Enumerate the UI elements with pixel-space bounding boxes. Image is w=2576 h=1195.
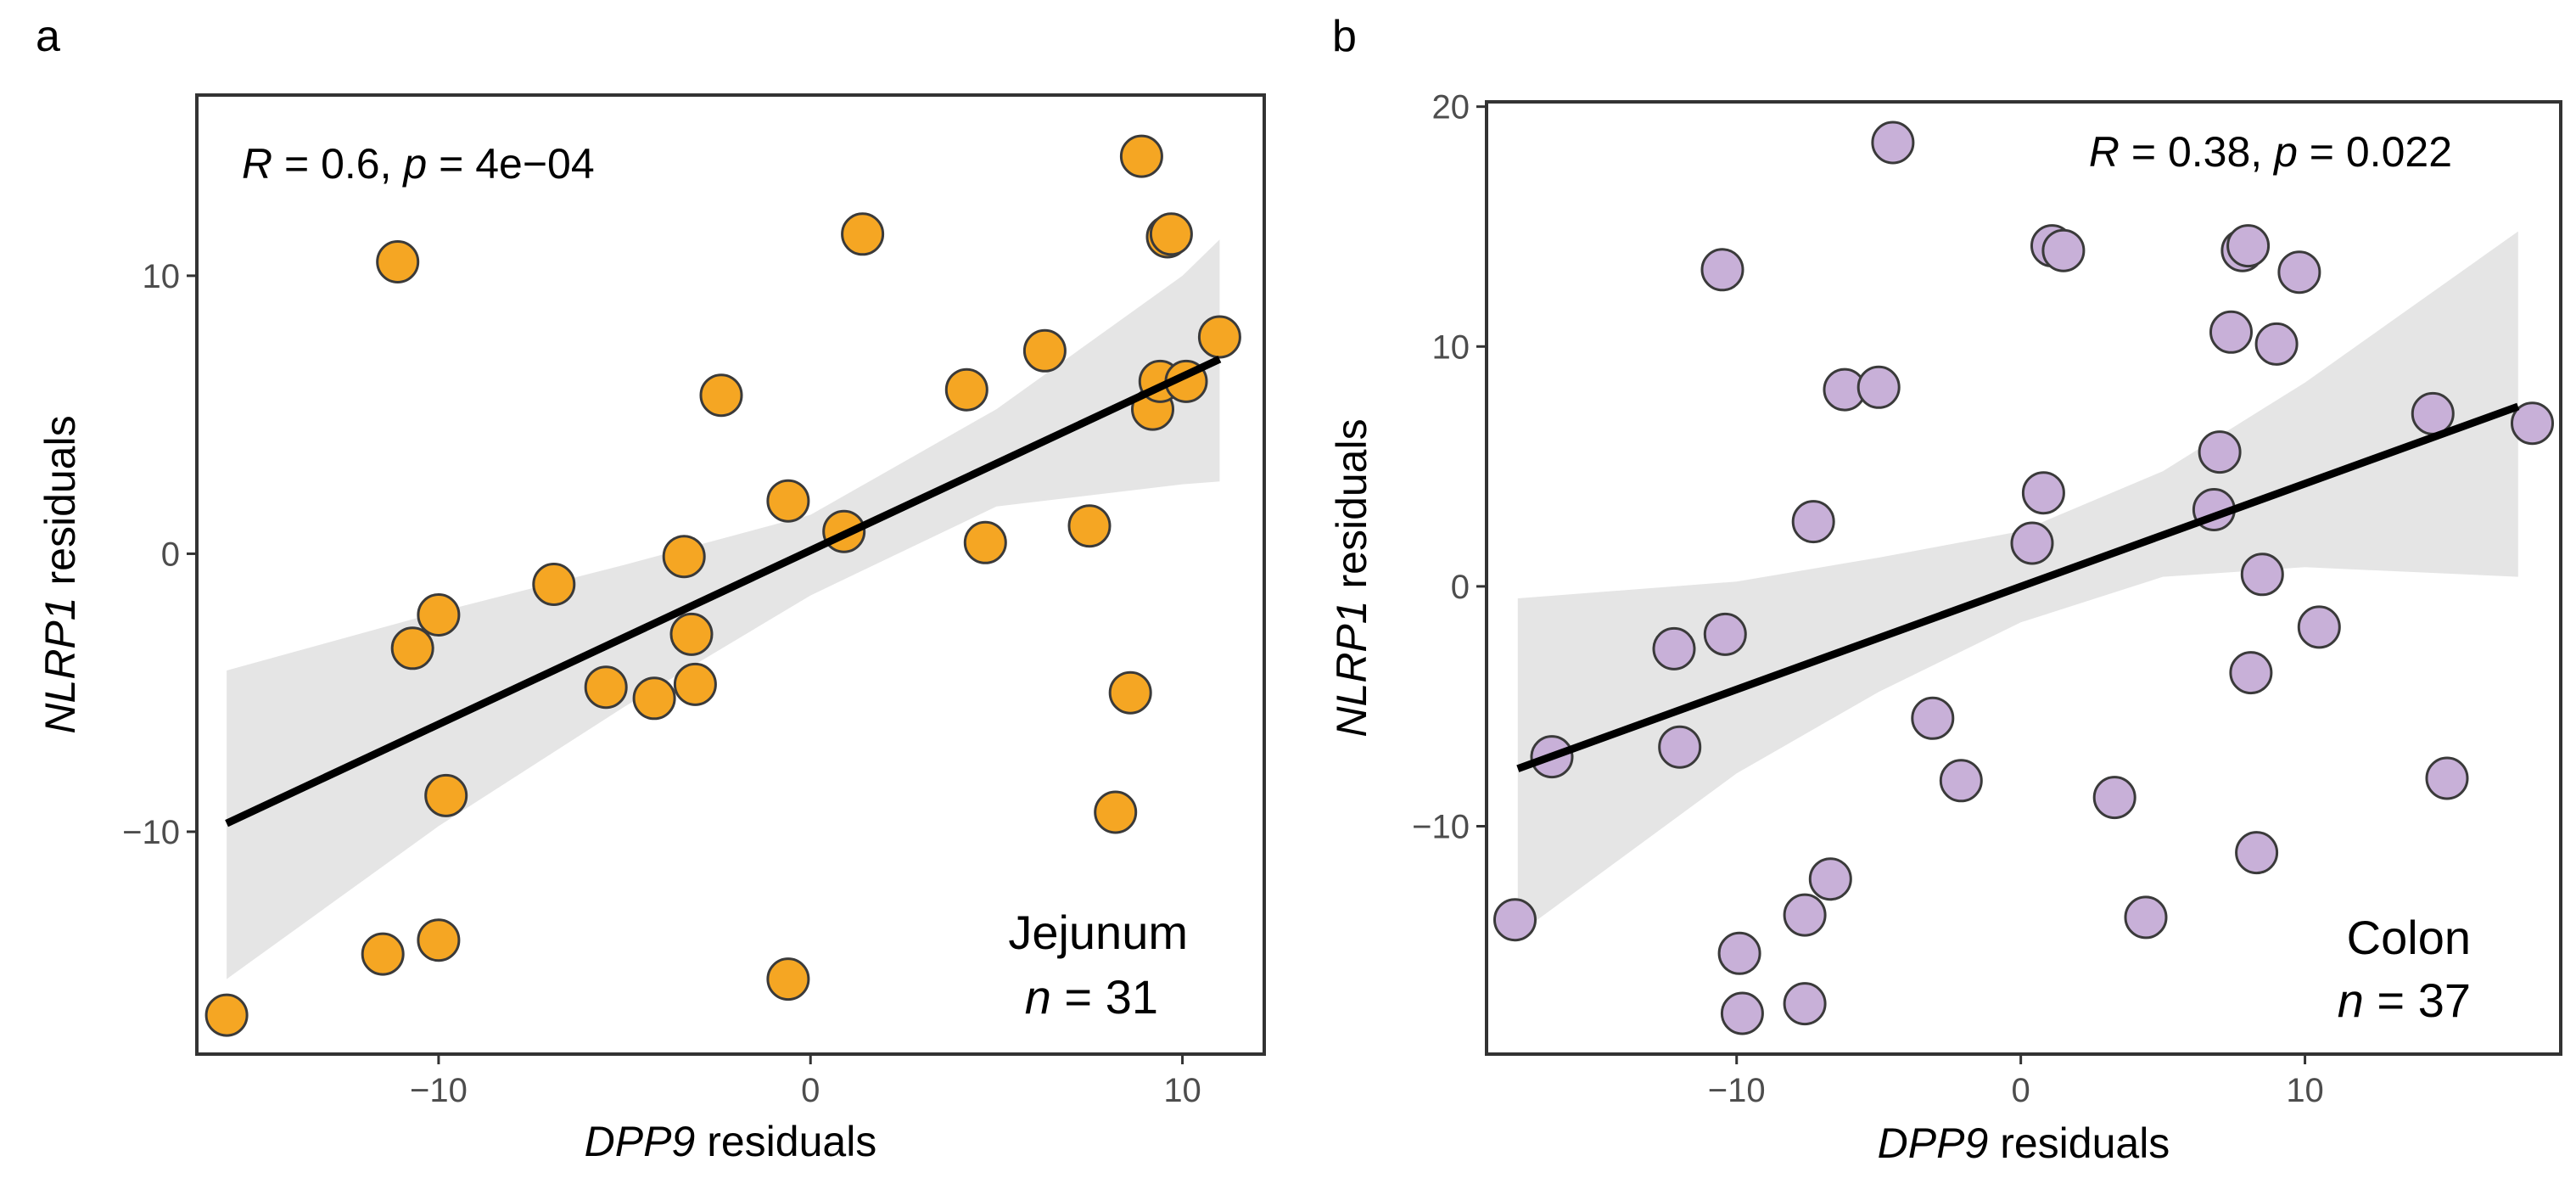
panel-a-point-6	[417, 593, 461, 637]
panel-b-tissue-label: Colon	[2347, 911, 2471, 964]
panel-a-point-12	[669, 612, 714, 656]
panel-b-point-1	[1493, 898, 1537, 942]
panel-a-point-25	[1119, 134, 1163, 178]
panel-a-y-tick-label-2: 0	[161, 536, 180, 573]
panel-a-point-7	[424, 773, 468, 817]
panel-b-point-22	[2092, 776, 2136, 820]
panel-a-fit-line	[225, 356, 1222, 828]
panel-b-point-29	[2229, 651, 2273, 695]
panel-a-point-24	[1108, 670, 1152, 715]
panel-b-confidence-band	[1517, 231, 2518, 934]
panel-a-x-axis: −10 0 10	[410, 1054, 1201, 1109]
panel-a-point-13	[673, 662, 717, 706]
panel-b-point-33	[2277, 250, 2321, 295]
panel-a-x-axis-title: DPP9 residuals	[585, 1118, 877, 1165]
panel-b-point-10	[1783, 893, 1827, 937]
panel-b-point-36	[2425, 756, 2469, 800]
panel-a-y-tick-label-1: −10	[122, 814, 180, 851]
panel-b-x-tick-label-3: 10	[2286, 1072, 2324, 1109]
panel-a-sample-size: n = 31	[1025, 970, 1158, 1024]
panel-a-point-14	[699, 373, 743, 418]
panel-b-label: b	[1332, 12, 1357, 61]
panel-b-y-axis: −10 0 10 20	[1412, 89, 1487, 846]
panel-a-point-5	[390, 626, 434, 670]
panel-b-point-35	[2411, 391, 2455, 435]
panel-b-point-12	[1808, 857, 1852, 901]
panel-b-y-tick-label-3: 10	[1432, 328, 1470, 366]
panel-a-point-4	[376, 240, 420, 283]
panel-a-label: a	[36, 12, 60, 61]
panel-b-points	[1493, 121, 2554, 1035]
panel-b-point-34	[2297, 605, 2341, 649]
panel-a-point-29	[1149, 212, 1193, 256]
panel-b-colon: b −10 0 10 −10 0 10 20 R = 0.38, p = 0.022 Co…	[1328, 12, 2562, 1167]
panel-b-point-6	[1703, 612, 1747, 656]
panel-a-point-8	[532, 563, 576, 606]
panel-a-correlation-stats: R = 0.6, p = 4e−04	[242, 140, 595, 188]
panel-a-point-31	[1197, 315, 1241, 359]
panel-b-point-28	[2226, 224, 2271, 268]
panel-a-point-20	[963, 520, 1007, 564]
panel-b-y-tick-label-4: 20	[1432, 89, 1470, 126]
panel-b-point-9	[1783, 982, 1827, 1026]
panel-b-point-11	[1791, 500, 1835, 544]
panel-a-point-19	[944, 367, 988, 412]
panel-b-sample-size: n = 37	[2338, 973, 2471, 1027]
panel-a-point-3	[417, 918, 461, 962]
panel-a-point-10	[632, 676, 676, 721]
panel-b-point-30	[2235, 831, 2279, 875]
panel-a-point-11	[662, 535, 706, 579]
panel-a-points	[204, 134, 1241, 1037]
panel-a-point-21	[1022, 328, 1067, 373]
panel-b-point-21	[2041, 228, 2086, 272]
panel-a-point-9	[584, 665, 628, 710]
panel-a-point-22	[1067, 504, 1112, 548]
panel-b-point-14	[1856, 365, 1901, 409]
panel-a-tissue-label: Jejunum	[1008, 906, 1188, 959]
panel-a-y-axis-title: NLRP1 residuals	[36, 415, 84, 733]
panel-b-x-axis: −10 0 10	[1708, 1054, 2324, 1109]
panel-a-x-tick-label-1: −10	[410, 1072, 468, 1109]
panel-b-point-16	[1911, 696, 1955, 740]
panel-b-y-axis-title: NLRP1 residuals	[1328, 418, 1375, 737]
panel-a-jejunum: a −10 0 10 −10 0 10 R = 0.6, p = 4e−04 Jejun…	[36, 12, 1266, 1165]
panel-a-frame	[195, 93, 1266, 1056]
panel-a-x-tick-label-3: 10	[1163, 1072, 1201, 1109]
panel-b-point-25	[2198, 430, 2242, 474]
panel-b-frame	[1485, 100, 2562, 1056]
panel-a-point-1	[204, 993, 249, 1037]
panel-b-correlation-stats: R = 0.38, p = 0.022	[2089, 128, 2452, 176]
panel-b-point-19	[2021, 471, 2065, 515]
panel-a-point-23	[1094, 790, 1138, 834]
panel-b-point-4	[1658, 725, 1702, 769]
panel-b-point-17	[1939, 759, 1983, 803]
panel-a-point-16	[766, 957, 810, 1001]
panel-b-point-5	[1700, 248, 1744, 292]
panel-a-point-15	[766, 479, 810, 523]
panel-a-y-tick-label-3: 10	[143, 258, 181, 295]
panel-a-point-2	[361, 932, 405, 976]
panel-a-confidence-band	[227, 239, 1220, 979]
panel-b-point-15	[1871, 121, 1915, 165]
panel-b-point-26	[2209, 310, 2253, 354]
panel-b-fit-line	[1516, 402, 2520, 772]
panel-b-point-23	[2124, 895, 2168, 940]
panel-b-y-tick-label-2: 0	[1451, 569, 1470, 606]
panel-a-y-axis: −10 0 10	[122, 258, 197, 851]
panel-b-y-tick-label-1: −10	[1412, 809, 1470, 846]
panel-b-point-7	[1717, 931, 1761, 975]
panel-b-point-3	[1652, 626, 1696, 670]
panel-b-point-37	[2511, 401, 2554, 446]
panel-b-x-tick-label-1: −10	[1708, 1072, 1766, 1109]
panel-b-point-32	[2254, 322, 2299, 366]
panel-b-x-tick-label-2: 0	[2012, 1072, 2030, 1109]
panel-a-point-18	[841, 212, 885, 256]
panel-b-point-31	[2240, 553, 2284, 597]
panel-b-point-8	[1720, 991, 1764, 1035]
panel-b-x-axis-title: DPP9 residuals	[1878, 1119, 2170, 1167]
panel-a-x-tick-label-2: 0	[801, 1072, 820, 1109]
panel-b-point-18	[2010, 521, 2054, 565]
